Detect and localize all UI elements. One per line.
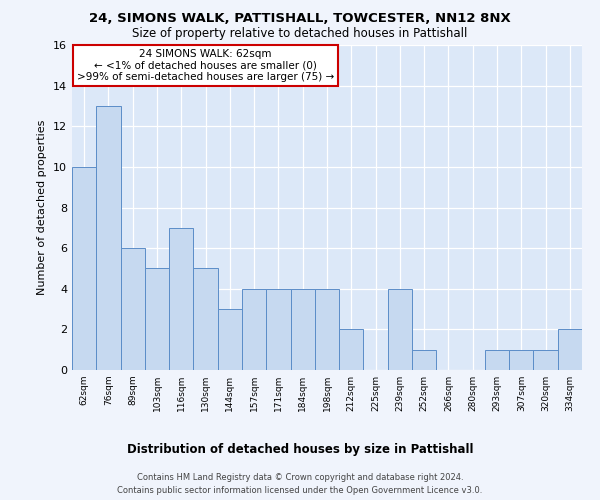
Bar <box>169 228 193 370</box>
Bar <box>290 289 315 370</box>
Bar <box>412 350 436 370</box>
Bar <box>339 330 364 370</box>
Text: 24, SIMONS WALK, PATTISHALL, TOWCESTER, NN12 8NX: 24, SIMONS WALK, PATTISHALL, TOWCESTER, … <box>89 12 511 26</box>
Bar <box>509 350 533 370</box>
Bar <box>193 268 218 370</box>
Bar <box>533 350 558 370</box>
Bar <box>388 289 412 370</box>
Y-axis label: Number of detached properties: Number of detached properties <box>37 120 47 295</box>
Bar <box>315 289 339 370</box>
Bar <box>72 167 96 370</box>
Bar <box>558 330 582 370</box>
Bar <box>96 106 121 370</box>
Text: Distribution of detached houses by size in Pattishall: Distribution of detached houses by size … <box>127 442 473 456</box>
Bar <box>242 289 266 370</box>
Text: 24 SIMONS WALK: 62sqm
← <1% of detached houses are smaller (0)
>99% of semi-deta: 24 SIMONS WALK: 62sqm ← <1% of detached … <box>77 48 334 82</box>
Bar <box>145 268 169 370</box>
Bar <box>266 289 290 370</box>
Bar <box>218 309 242 370</box>
Text: Size of property relative to detached houses in Pattishall: Size of property relative to detached ho… <box>133 28 467 40</box>
Bar <box>485 350 509 370</box>
Text: Contains HM Land Registry data © Crown copyright and database right 2024.
Contai: Contains HM Land Registry data © Crown c… <box>118 474 482 495</box>
Bar <box>121 248 145 370</box>
